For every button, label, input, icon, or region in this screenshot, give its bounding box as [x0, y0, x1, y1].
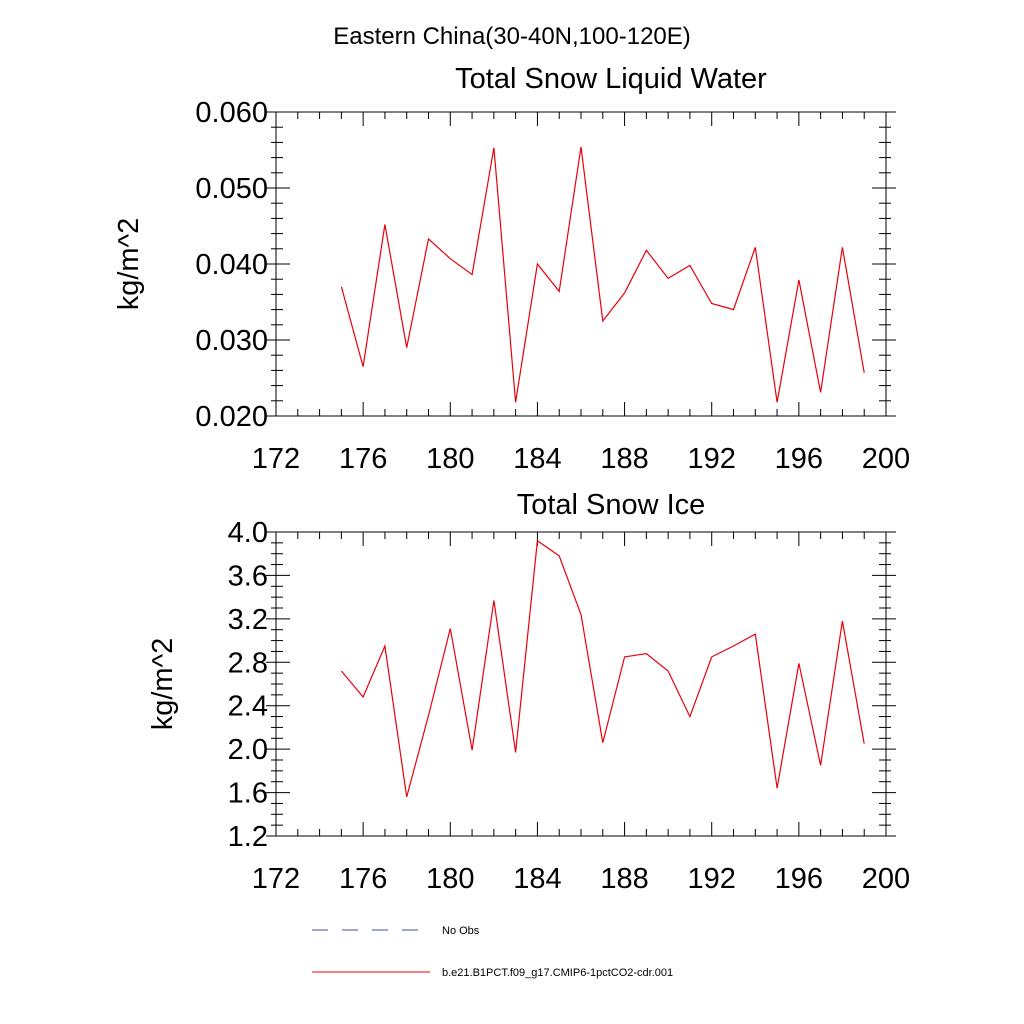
panel-total-snow-ice: Total Snow Ice kg/m^2 172 176 180 184 188 192 19…: [147, 489, 910, 895]
x-tick-label: 172: [252, 863, 300, 895]
legend: No Obs b.e21.B1PCT.f09_g17.CMIP6-1pctCO2…: [312, 925, 673, 979]
series-line: [340, 146, 865, 403]
x-tick-label: 180: [426, 863, 474, 895]
y-tick-label: 0.020: [195, 401, 268, 433]
y-tick-label: 1.2: [228, 821, 268, 853]
plot-frame: [275, 111, 887, 417]
x-tick-label: 196: [775, 863, 823, 895]
x-tick-label: 180: [426, 443, 474, 475]
y-axis-label: kg/m^2: [113, 218, 145, 311]
legend-label-no-obs: No Obs: [442, 925, 480, 937]
x-tick-label: 184: [513, 443, 561, 475]
chart-title: Total Snow Ice: [517, 489, 706, 521]
y-axis-label: kg/m^2: [147, 638, 179, 731]
y-tick-label: 4.0: [228, 517, 268, 549]
x-tick-label: 184: [513, 863, 561, 895]
x-tick-label: 192: [688, 863, 736, 895]
x-tick-label: 188: [600, 443, 648, 475]
y-tick-label: 2.8: [228, 647, 268, 679]
x-tick-label: 172: [252, 443, 300, 475]
legend-label-model-run: b.e21.B1PCT.f09_g17.CMIP6-1pctCO2-cdr.00…: [442, 967, 673, 979]
y-tick-label: 3.2: [228, 604, 268, 636]
x-tick-label: 192: [688, 443, 736, 475]
x-tick-label: 200: [862, 443, 910, 475]
y-tick-label: 0.030: [195, 325, 268, 357]
y-tick-label: 0.040: [195, 249, 268, 281]
panel-total-snow-liquid-water: Total Snow Liquid Water kg/m^2 172 176 180 18…: [113, 63, 910, 475]
y-tick-label: 2.0: [228, 734, 268, 766]
x-tick-label: 176: [339, 863, 387, 895]
y-tick-label: 3.6: [228, 560, 268, 592]
x-tick-label: 176: [339, 443, 387, 475]
y-tick-label: 2.4: [228, 691, 268, 723]
x-tick-label: 188: [600, 863, 648, 895]
y-tick-label: 1.6: [228, 778, 268, 810]
figure-title: Eastern China(30-40N,100-120E): [333, 23, 691, 50]
x-tick-label: 200: [862, 863, 910, 895]
series-line: [340, 539, 865, 798]
chart-title: Total Snow Liquid Water: [455, 63, 767, 95]
y-tick-label: 0.060: [195, 97, 268, 129]
y-tick-label: 0.050: [195, 173, 268, 205]
plot-frame: [275, 531, 887, 837]
x-tick-label: 196: [775, 443, 823, 475]
